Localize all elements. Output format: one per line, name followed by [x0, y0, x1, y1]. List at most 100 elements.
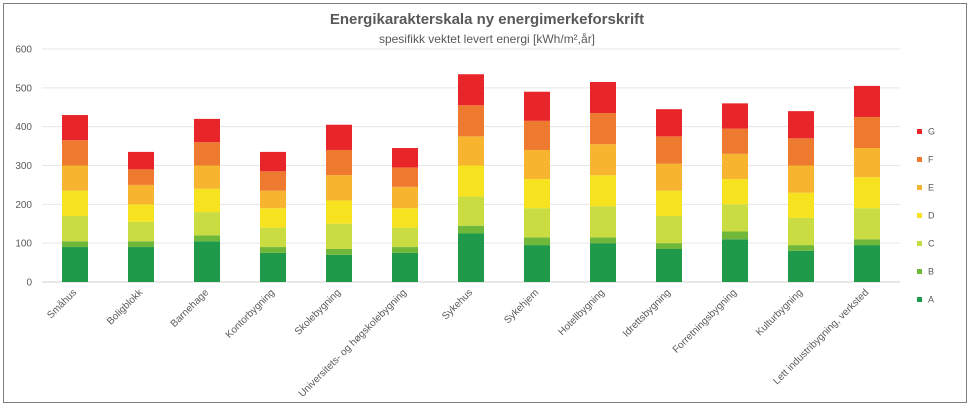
bar-segment-b [194, 235, 220, 242]
bar-segment-a [854, 245, 880, 282]
bar-segment-b [128, 241, 154, 248]
x-tick-label: Idrettsbygning [621, 287, 673, 339]
legend-swatch-c [917, 241, 922, 246]
bar-segment-d [392, 208, 418, 228]
bar-segment-a [788, 250, 814, 282]
bar-segment-f [62, 140, 88, 166]
legend-swatch-d [917, 213, 922, 218]
bar-segment-g [656, 109, 682, 137]
bar-segment-g [128, 151, 154, 170]
bar-segment-f [524, 120, 550, 150]
x-tick-label: Sykehus [440, 287, 475, 322]
bar-segment-e [458, 136, 484, 166]
x-tick-label: Boligblokk [105, 287, 146, 328]
bar-segment-g [788, 111, 814, 139]
bar-segment-e [854, 148, 880, 178]
bar-segment-b [788, 245, 814, 251]
x-tick-label: Kulturbygning [754, 287, 805, 338]
bar-segment-d [788, 192, 814, 218]
bar-segment-e [260, 190, 286, 209]
bar-segment-b [590, 237, 616, 244]
x-tick-label: Barnehage [169, 287, 212, 330]
y-tick-label: 300 [15, 161, 32, 172]
x-tick-label: Sykehjem [502, 287, 541, 326]
legend-swatch-b [917, 269, 922, 274]
bar-segment-d [854, 177, 880, 209]
x-tick-label: Forretningsbygning [671, 287, 739, 355]
bar-segment-g [326, 124, 352, 150]
bar-segment-f [260, 171, 286, 191]
bar-segment-d [590, 175, 616, 207]
bar-segment-e [722, 153, 748, 180]
bar-segment-d [326, 200, 352, 224]
bar-segment-a [326, 254, 352, 282]
bar-segment-d [524, 179, 550, 209]
bar-segment-a [590, 243, 616, 282]
bar-segment-d [458, 165, 484, 197]
bar-segment-c [656, 215, 682, 244]
bar-segment-b [656, 243, 682, 249]
bar-segment-b [326, 248, 352, 255]
bar-segment-a [392, 252, 418, 282]
bar-segment-d [62, 190, 88, 216]
bar-segment-f [854, 116, 880, 149]
bar-segment-e [788, 165, 814, 193]
x-axis: Småhus Boligblokk Barnehage Kontorbygning Sk… [45, 287, 871, 400]
bar-segment-e [590, 144, 616, 176]
bar-segment-c [326, 223, 352, 249]
bar-segment-f [326, 149, 352, 176]
bar-segment-c [458, 196, 484, 226]
legend-label-b: B [928, 267, 934, 277]
y-tick-label: 100 [15, 239, 32, 250]
bar-segment-d [722, 179, 748, 205]
bar-segment-b [458, 225, 484, 234]
bar-segment-e [392, 186, 418, 209]
bar-segment-d [194, 188, 220, 213]
bar-segment-g [590, 82, 616, 114]
bar-segment-f [788, 138, 814, 166]
bar-segment-c [722, 204, 748, 232]
bar-segment-c [392, 227, 418, 248]
bar-segment-f [194, 142, 220, 166]
bar-segment-g [260, 151, 286, 172]
bar-segment-e [194, 165, 220, 189]
bar-segment-g [854, 85, 880, 117]
bar-segment-c [854, 208, 880, 240]
bar-segment-c [128, 221, 154, 242]
bar-segment-g [392, 148, 418, 168]
bar-segment-f [656, 136, 682, 164]
bar-segment-b [524, 237, 550, 246]
bar-segment-f [722, 128, 748, 154]
legend-swatch-g [917, 129, 922, 134]
legend-swatch-a [917, 297, 922, 302]
bar-segment-a [656, 248, 682, 282]
x-tick-label: Skolebygning [293, 287, 343, 337]
chart-subtitle: spesifikk vektet levert energi [kWh/m²,å… [379, 32, 595, 46]
y-tick-label: 500 [15, 83, 32, 94]
legend-label-c: C [928, 239, 935, 249]
bar-segment-a [260, 252, 286, 282]
bar-segment-d [656, 190, 682, 216]
legend-label-d: D [928, 211, 935, 221]
bar-segment-b [722, 231, 748, 240]
bar-segment-f [128, 169, 154, 185]
bar-segment-f [392, 167, 418, 187]
legend-label-g: G [928, 127, 935, 137]
bar-segment-g [722, 103, 748, 129]
legend: G F E D C B A [917, 127, 935, 305]
bar-segment-b [260, 247, 286, 253]
legend-swatch-e [917, 185, 922, 190]
x-tick-label: Kontorbygning [224, 287, 277, 340]
bar-segment-g [524, 91, 550, 121]
bar-segment-c [260, 227, 286, 248]
bar-segment-e [524, 149, 550, 180]
bar-segment-c [194, 212, 220, 236]
bar-segment-a [524, 245, 550, 282]
bar-segment-e [62, 165, 88, 191]
bar-segment-f [458, 105, 484, 137]
legend-label-e: E [928, 183, 934, 193]
bar-segment-f [590, 113, 616, 145]
bar-segment-c [524, 208, 550, 238]
bar-segment-b [854, 239, 880, 246]
bar-segment-a [722, 239, 748, 282]
